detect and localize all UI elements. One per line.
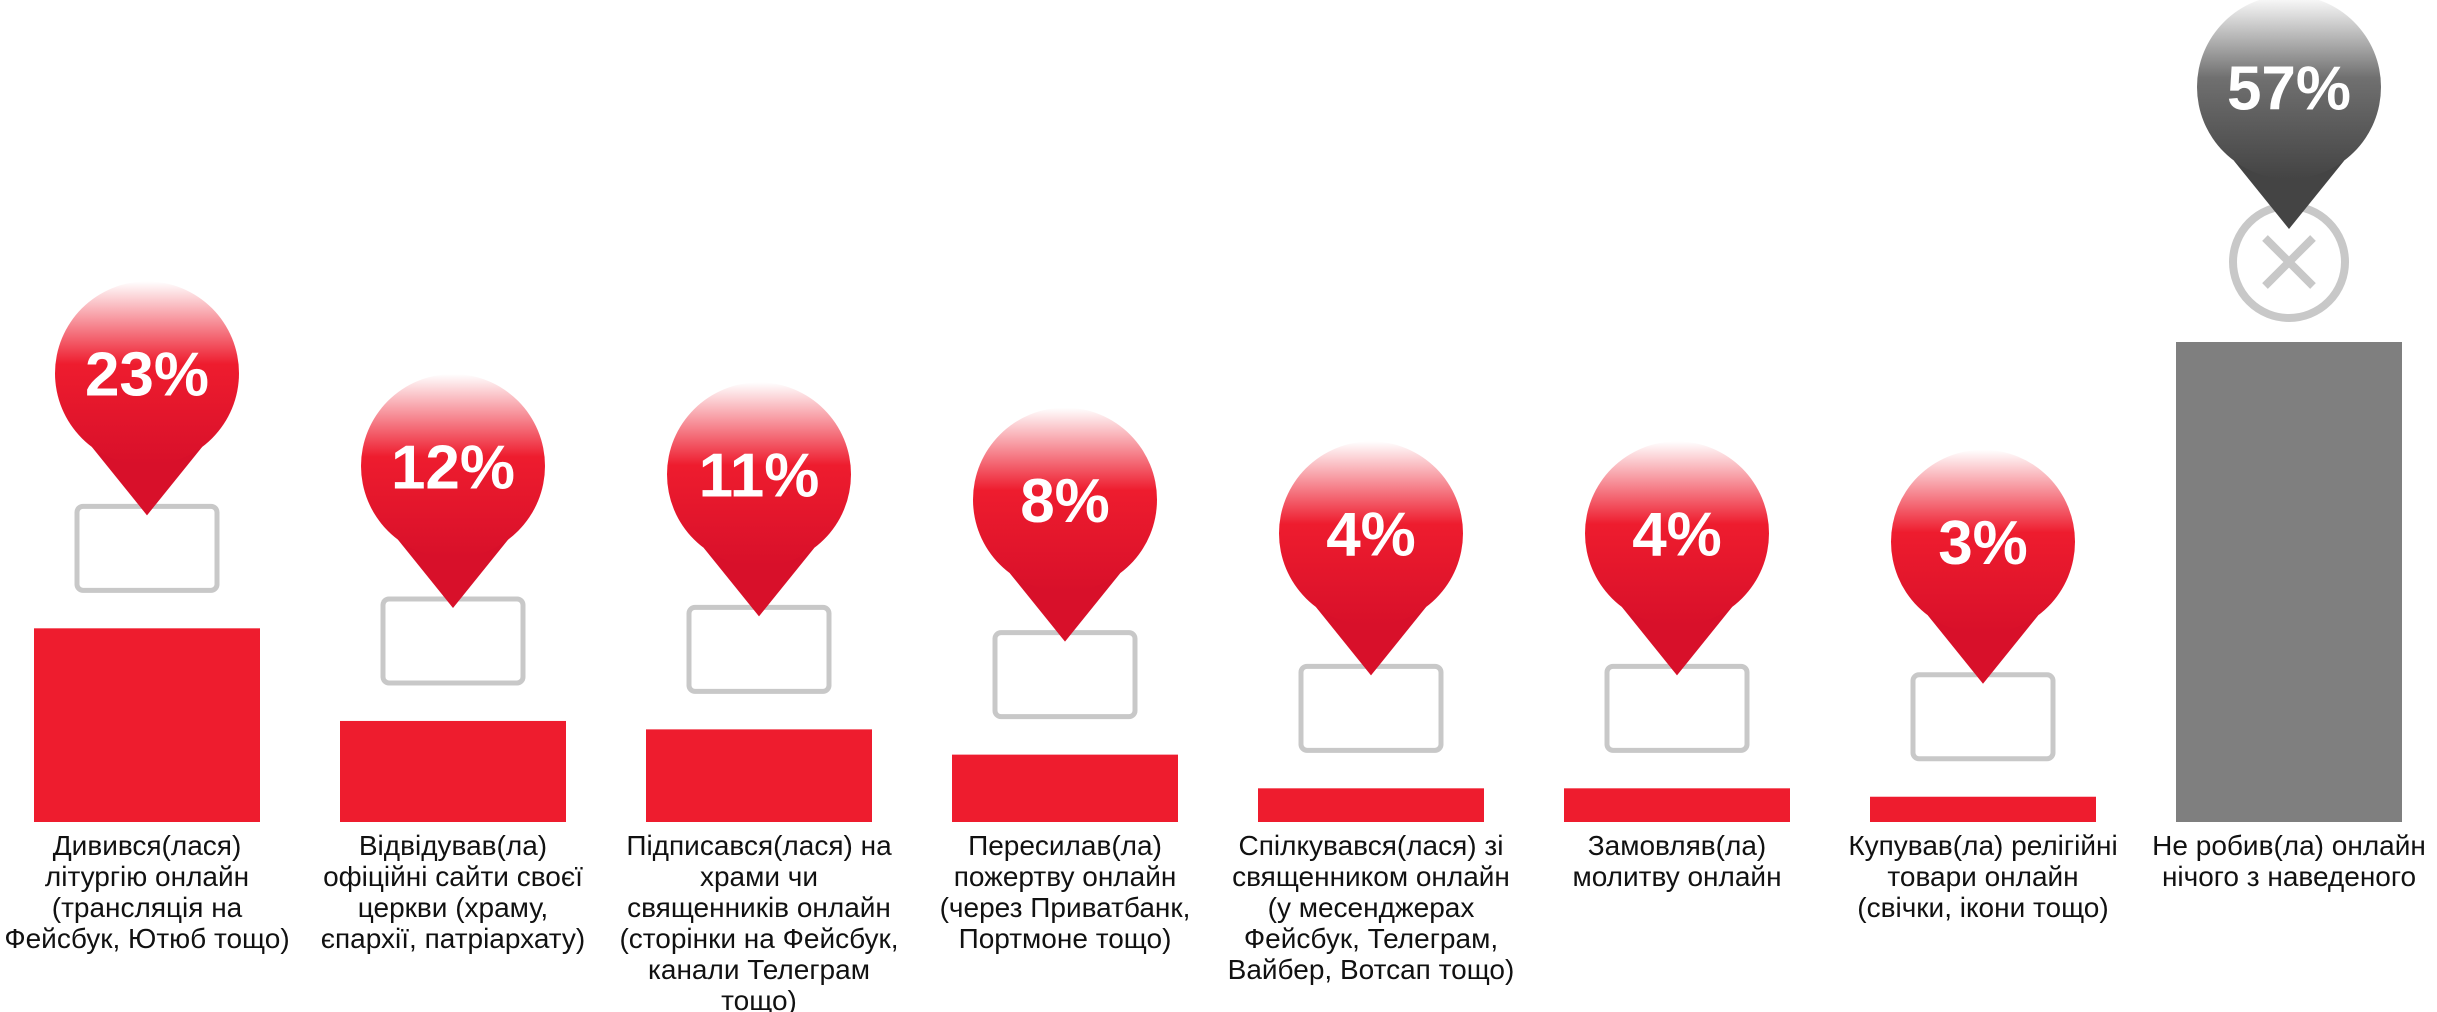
category-label: Пересилав(ла) пожертву онлайн (через При…	[939, 830, 1191, 954]
pin	[973, 407, 1157, 592]
pin	[397, 539, 509, 608]
category-label: Спілкувався(лася) зі священником онлайн …	[1227, 830, 1515, 985]
icon	[686, 604, 832, 694]
bar	[34, 628, 260, 822]
icon	[74, 503, 220, 593]
pin	[2197, 0, 2381, 179]
pin	[55, 281, 239, 466]
pin	[1927, 615, 2039, 684]
bar	[340, 720, 566, 822]
value-label: 4%	[1326, 501, 1416, 570]
icon	[1604, 663, 1750, 753]
pin	[1891, 449, 2075, 634]
category-label: Підписався(лася) на храми чи священників…	[619, 830, 899, 1012]
pin	[91, 446, 203, 516]
pin	[1279, 441, 1463, 626]
bar	[952, 754, 1178, 822]
category-label: Відвідував(ла) офіційні сайти своєї церк…	[320, 830, 586, 954]
bar	[1564, 788, 1790, 822]
pin	[1585, 441, 1769, 626]
icon	[992, 630, 1138, 720]
category-label: Не робив(ла) онлайн нічого з наведеного	[2152, 830, 2426, 892]
icon	[380, 596, 526, 686]
pin	[361, 373, 545, 558]
bar	[1258, 788, 1484, 822]
category-label: Дивився(лася) літургію онлайн (трансляці…	[4, 830, 290, 954]
bar	[2176, 342, 2402, 822]
icon	[2262, 235, 2316, 289]
value-label: 4%	[1632, 501, 1722, 570]
value-label: 23%	[85, 341, 209, 410]
category-label: Купував(ла) релігійні товари онлайн (сві…	[1848, 830, 2118, 923]
value-label: 57%	[2227, 54, 2351, 123]
pin	[703, 547, 815, 617]
pin	[667, 382, 851, 567]
value-label: 12%	[391, 433, 515, 502]
bar	[1870, 796, 2096, 822]
pin	[2233, 160, 2345, 229]
pin	[1315, 606, 1427, 676]
pin	[1621, 606, 1733, 676]
bar	[646, 729, 872, 822]
pin	[1009, 573, 1121, 642]
value-label: 3%	[1938, 509, 2028, 578]
icon	[1910, 672, 2056, 762]
value-label: 11%	[699, 442, 820, 511]
category-label: Замовляв(ла) молитву онлайн	[1572, 830, 1782, 892]
icon	[1298, 663, 1444, 753]
value-label: 8%	[1020, 467, 1110, 536]
